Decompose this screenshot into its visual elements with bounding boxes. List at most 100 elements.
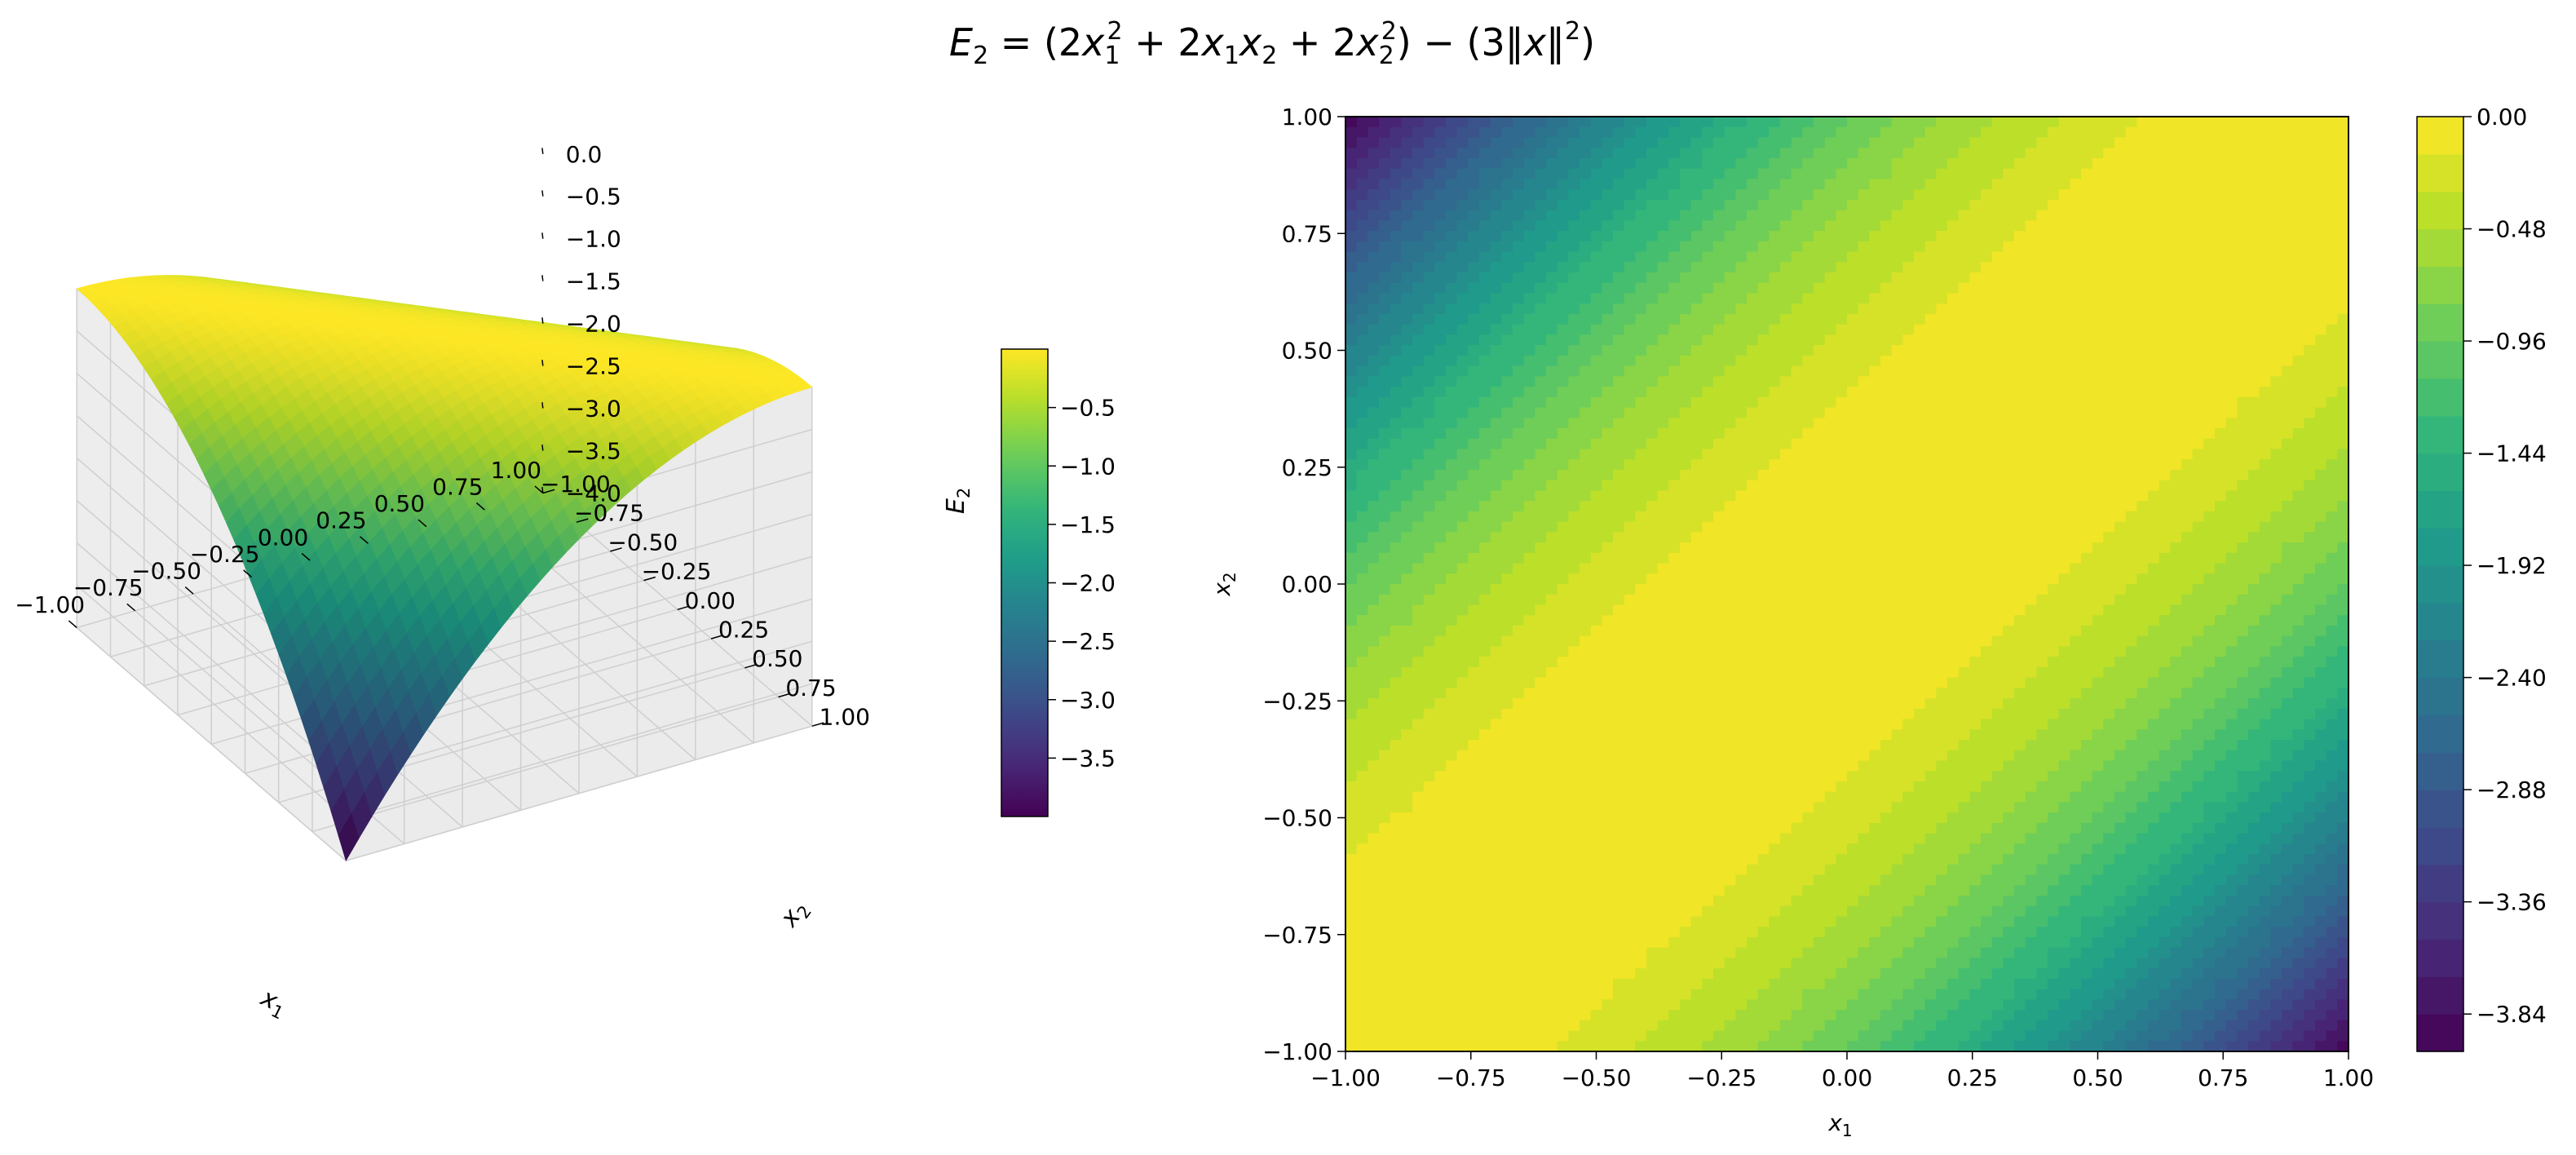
heatmap-cell <box>1468 625 1480 637</box>
heatmap-cell <box>1468 199 1480 211</box>
heatmap-cell <box>1513 355 1525 367</box>
heatmap-cell <box>1490 126 1502 139</box>
heatmap-cell <box>1356 864 1368 876</box>
heatmap-cell <box>1412 210 1425 221</box>
heatmap-cell <box>1613 916 1625 927</box>
heatmap-cell <box>1535 968 1547 980</box>
heatmap-cell <box>1580 179 1592 190</box>
heatmap-cell <box>1680 293 1692 304</box>
heatmap-cell <box>1479 189 1491 201</box>
heatmap-cell <box>1690 1041 1703 1052</box>
heatmap-cell <box>1568 438 1580 450</box>
heatmap-cell <box>1602 168 1614 179</box>
heatmap-cell <box>1757 760 1770 772</box>
heatmap-cell <box>1345 635 1358 647</box>
heatmap-cell <box>1513 1041 1525 1052</box>
heatmap-cell <box>1401 501 1413 512</box>
heatmap-cell <box>1624 376 1636 387</box>
heatmap-cell <box>1635 802 1647 813</box>
heatmap-cell <box>1680 936 1692 949</box>
heatmap-cell <box>1713 708 1725 720</box>
heatmap-cell <box>1356 552 1368 564</box>
heatmap-cell <box>1501 833 1513 844</box>
heatmap-cell <box>1580 251 1592 263</box>
heatmap-cell <box>1479 833 1491 844</box>
heatmap-cell <box>1412 635 1425 647</box>
heatmap-cell <box>1769 1030 1781 1042</box>
heatmap-cell <box>1635 666 1647 679</box>
heatmap-cell <box>1379 719 1391 730</box>
heatmap-cell <box>1368 760 1380 772</box>
heatmap-cell <box>1434 1020 1447 1032</box>
heatmap-cell <box>1434 272 1447 284</box>
heatmap-cell <box>1735 459 1748 471</box>
heatmap-cell <box>1580 532 1592 543</box>
heatmap-cell <box>1735 272 1748 284</box>
heatmap-cell <box>1546 396 1558 409</box>
heatmap-cell <box>1557 885 1569 896</box>
heatmap-cell <box>1646 231 1659 242</box>
heatmap-cell <box>1702 615 1714 626</box>
heatmap-cell <box>1747 282 1759 294</box>
heatmap-cell <box>1702 657 1714 668</box>
heatmap-cell <box>1523 137 1535 148</box>
heatmap-cell <box>1479 563 1491 574</box>
heatmap-cell <box>1747 262 1759 273</box>
heatmap-cell <box>1401 781 1413 793</box>
heatmap-cell <box>1713 1020 1725 1032</box>
heatmap-cell <box>1490 760 1502 772</box>
heatmap-cell <box>1479 791 1491 803</box>
heatmap-cell <box>1401 615 1413 626</box>
heatmap-cell <box>1613 584 1625 595</box>
heatmap-cell <box>1390 885 1402 896</box>
heatmap-cell <box>1646 521 1659 533</box>
heatmap-cell <box>1368 262 1380 273</box>
heatmap-cell <box>1580 563 1592 574</box>
heatmap-cell <box>1657 843 1669 855</box>
heatmap-cell <box>1434 148 1447 159</box>
heatmap-cell <box>1490 418 1502 429</box>
heatmap-cell <box>1557 698 1569 710</box>
heatmap-cell <box>1434 864 1447 876</box>
heatmap-cell <box>1501 407 1513 418</box>
heatmap-cell <box>1546 199 1558 211</box>
heatmap-cell <box>1713 750 1725 762</box>
heatmap-cell <box>1657 449 1669 460</box>
heatmap-cell <box>1356 231 1368 242</box>
heatmap-cell <box>1434 854 1447 865</box>
heatmap-cell <box>1546 1030 1558 1042</box>
heatmap-cell <box>1412 542 1425 554</box>
heatmap-cell <box>1724 802 1736 813</box>
heatmap-cell <box>1368 563 1380 574</box>
heatmap-cell <box>1379 168 1391 179</box>
heatmap-cell <box>1657 521 1669 533</box>
heatmap-cell <box>1747 157 1759 170</box>
heatmap-cell <box>1513 822 1525 834</box>
heatmap-cell <box>1501 688 1513 699</box>
heatmap-cell <box>1412 936 1425 949</box>
heatmap-cell <box>1590 573 1602 585</box>
heatmap-cell <box>1557 927 1569 938</box>
heatmap-cell <box>1501 532 1513 543</box>
heatmap-cell <box>1668 449 1681 460</box>
heatmap-cell <box>1368 1041 1380 1052</box>
heatmap-cell <box>1557 511 1569 523</box>
heatmap-cell <box>1479 501 1491 512</box>
heatmap-cell <box>1456 179 1469 190</box>
heatmap-cell <box>1769 345 1781 356</box>
heatmap-cell <box>1345 1041 1358 1052</box>
heatmap-cell <box>1580 802 1592 813</box>
heatmap-cell <box>1568 771 1580 782</box>
heatmap-cell <box>1535 854 1547 865</box>
heatmap-cell <box>1456 719 1469 730</box>
heatmap-cell <box>1501 469 1513 481</box>
heatmap-cell <box>1345 729 1358 741</box>
heatmap-cell <box>1747 604 1759 616</box>
heatmap-cell <box>1713 646 1725 657</box>
heatmap-cell <box>1401 791 1413 803</box>
heatmap-cell <box>1735 293 1748 304</box>
heatmap-cell <box>1490 449 1502 460</box>
heatmap-cell <box>1568 407 1580 418</box>
heatmap-cell <box>1546 293 1558 304</box>
heatmap-cell <box>1590 874 1602 886</box>
